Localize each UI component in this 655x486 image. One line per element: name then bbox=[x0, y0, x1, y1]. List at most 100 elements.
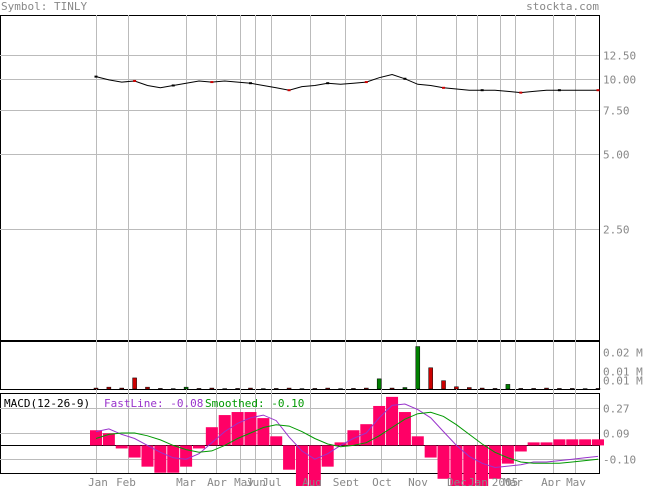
macd-histogram-bar bbox=[398, 412, 411, 446]
price-bar bbox=[557, 89, 561, 92]
macd-tick-label: -0.10 bbox=[603, 454, 636, 467]
volume-bar bbox=[531, 388, 536, 390]
price-bar bbox=[210, 81, 214, 84]
volume-bar bbox=[351, 388, 356, 390]
price-bar bbox=[326, 82, 330, 85]
month-label: Jan bbox=[88, 476, 108, 486]
macd-histogram-bar bbox=[540, 442, 553, 446]
macd-histogram-bar bbox=[424, 445, 437, 458]
volume-bar bbox=[209, 387, 215, 390]
macd-fast-label: FastLine: -0.08 bbox=[104, 397, 203, 410]
volume-bar bbox=[273, 388, 279, 390]
month-label: Apr bbox=[207, 476, 227, 486]
volume-bar bbox=[467, 387, 472, 390]
month-label: Oct bbox=[372, 476, 392, 486]
macd-histogram-bar bbox=[579, 439, 592, 446]
month-label: Aug bbox=[302, 476, 322, 486]
price-tick-label: 2.50 bbox=[603, 224, 630, 237]
price-bar bbox=[287, 89, 291, 92]
macd-histogram-bar bbox=[566, 439, 579, 446]
macd-histogram-bar bbox=[141, 445, 154, 467]
macd-histogram-bar bbox=[205, 427, 218, 446]
panel-frame-0 bbox=[0, 15, 600, 341]
price-bar bbox=[596, 89, 600, 92]
macd-histogram-bar bbox=[167, 445, 180, 473]
price-tick-label: 10.00 bbox=[603, 74, 636, 87]
volume-bar bbox=[415, 346, 421, 390]
macd-histogram-bar bbox=[321, 445, 334, 467]
price-series bbox=[94, 73, 600, 94]
price-line bbox=[95, 73, 598, 94]
macd-histogram-bar bbox=[334, 442, 347, 446]
price-bar bbox=[403, 77, 407, 80]
volume-bar bbox=[518, 388, 524, 390]
macd-histogram-bar bbox=[218, 415, 231, 446]
macd-histogram-bar bbox=[244, 412, 257, 446]
volume-bar bbox=[364, 387, 369, 390]
price-bar bbox=[364, 81, 368, 84]
volume-bar bbox=[441, 380, 446, 390]
volume-bar bbox=[183, 386, 189, 390]
month-label: Feb bbox=[116, 476, 136, 486]
volume-bar bbox=[312, 388, 318, 390]
month-label: Jan bbox=[468, 476, 488, 486]
macd-histogram-bar bbox=[489, 445, 502, 479]
volume-bar bbox=[325, 387, 330, 390]
month-label: 2005 bbox=[492, 476, 519, 486]
macd-histogram-bar bbox=[501, 445, 514, 464]
volume-bar bbox=[106, 386, 112, 390]
macd-fast-line bbox=[95, 403, 599, 469]
macd-histogram-bar bbox=[386, 396, 399, 446]
volume-bar bbox=[235, 388, 240, 390]
macd-histogram-bar bbox=[192, 445, 205, 449]
axis-labels: 12.50 10.00 7.50 5.00 2.50 0.02 M 0.01 M0.01 M… bbox=[4, 50, 643, 486]
price-bar bbox=[133, 79, 137, 82]
volume-bar bbox=[570, 388, 575, 390]
macd-histogram-bar bbox=[115, 445, 128, 449]
price-bar bbox=[519, 91, 523, 94]
month-label: Mar bbox=[176, 476, 196, 486]
volume-bars bbox=[93, 346, 601, 390]
macd-histogram-bar bbox=[257, 418, 270, 446]
macd-smoothed-line bbox=[95, 411, 599, 464]
month-label: Dec bbox=[447, 476, 467, 486]
price-bar bbox=[442, 86, 446, 89]
macd-title: MACD(12-26-9) bbox=[4, 397, 90, 410]
price-bar bbox=[480, 89, 484, 92]
volume-bar bbox=[505, 384, 511, 390]
macd-histogram-bar bbox=[347, 430, 360, 446]
volume-bar bbox=[479, 387, 485, 390]
panel-frame-1 bbox=[0, 341, 600, 390]
volume-bar bbox=[492, 388, 498, 390]
volume-bar bbox=[376, 378, 382, 390]
volume-bar bbox=[428, 367, 433, 390]
month-label: Jul bbox=[262, 476, 282, 486]
price-tick-label: 12.50 bbox=[603, 50, 636, 63]
price-bar bbox=[94, 75, 98, 78]
volume-bar bbox=[286, 387, 292, 390]
macd-histogram-bar bbox=[308, 445, 321, 486]
macd-histogram-bar bbox=[527, 442, 540, 446]
price-bar bbox=[171, 84, 175, 87]
volume-bar bbox=[145, 386, 150, 390]
volume-bar bbox=[595, 388, 601, 390]
site-name[interactable]: stockta.com bbox=[526, 0, 599, 13]
macd-histogram-bar bbox=[128, 445, 141, 458]
macd-histogram-bar bbox=[154, 445, 167, 473]
macd-histogram-bar bbox=[102, 433, 115, 446]
month-label: Jun bbox=[246, 476, 266, 486]
volume-bar bbox=[119, 387, 124, 390]
symbol-label: Symbol: TINLY bbox=[1, 0, 88, 13]
volume-bar bbox=[557, 388, 562, 390]
macd-histogram-bar bbox=[553, 439, 566, 446]
macd-histogram-bar bbox=[514, 445, 527, 452]
month-label: May bbox=[566, 476, 586, 486]
macd-histogram-bar bbox=[283, 445, 296, 470]
volume-bar bbox=[544, 387, 549, 390]
volume-bar bbox=[454, 386, 459, 390]
volume-bar bbox=[93, 387, 99, 390]
macd-histogram-bar bbox=[411, 436, 424, 446]
macd-histogram-bar bbox=[476, 445, 489, 486]
macd-histogram-bar bbox=[437, 445, 450, 479]
